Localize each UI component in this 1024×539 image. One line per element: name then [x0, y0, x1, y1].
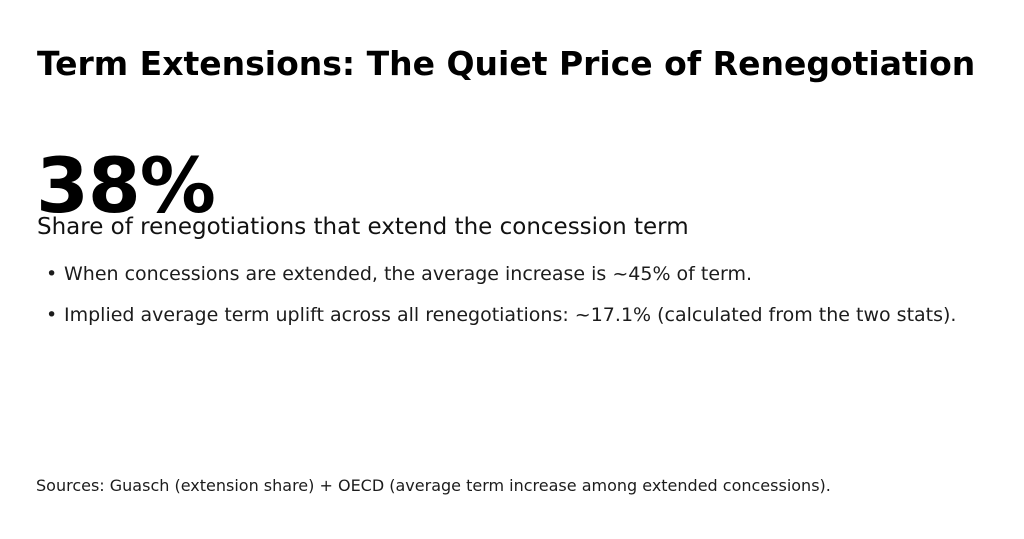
bullet-text: When concessions are extended, the avera…	[64, 263, 753, 285]
bullet-marker: •	[46, 263, 58, 285]
stat-value: 38%	[36, 141, 216, 230]
page-title: Term Extensions: The Quiet Price of Rene…	[37, 44, 976, 83]
bullet-item: • When concessions are extended, the ave…	[46, 265, 752, 284]
bullet-text: Implied average term uplift across all r…	[64, 304, 957, 326]
source-note: Sources: Guasch (extension share) + OECD…	[36, 476, 831, 495]
bullet-item: • Implied average term uplift across all…	[46, 306, 956, 325]
stat-label: Share of renegotiations that extend the …	[37, 214, 689, 240]
bullet-marker: •	[46, 304, 58, 326]
